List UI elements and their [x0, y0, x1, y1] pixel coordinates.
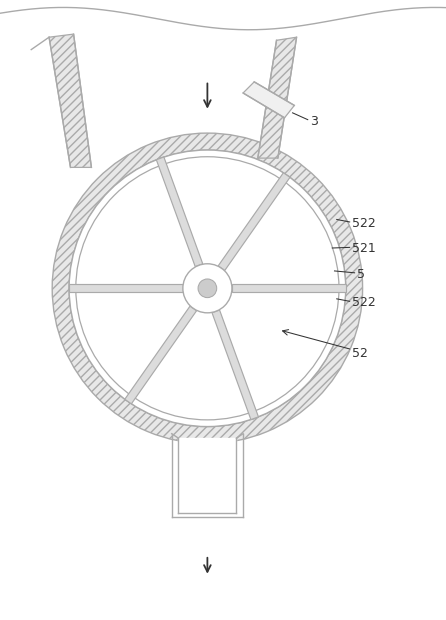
Circle shape	[198, 279, 217, 298]
Polygon shape	[232, 285, 346, 292]
Text: 522: 522	[352, 296, 376, 309]
Polygon shape	[69, 285, 183, 292]
Circle shape	[69, 150, 346, 427]
Polygon shape	[218, 173, 290, 270]
Polygon shape	[178, 438, 236, 513]
Polygon shape	[125, 306, 197, 404]
Text: 52: 52	[352, 347, 368, 360]
Polygon shape	[49, 34, 91, 167]
Text: 3: 3	[310, 115, 318, 128]
Text: 521: 521	[352, 242, 376, 254]
Wedge shape	[52, 133, 363, 443]
Polygon shape	[212, 310, 258, 420]
Polygon shape	[243, 82, 294, 118]
Polygon shape	[157, 157, 203, 267]
Polygon shape	[258, 37, 297, 158]
Text: 5: 5	[357, 268, 365, 280]
Circle shape	[183, 264, 232, 313]
Text: 522: 522	[352, 217, 376, 229]
